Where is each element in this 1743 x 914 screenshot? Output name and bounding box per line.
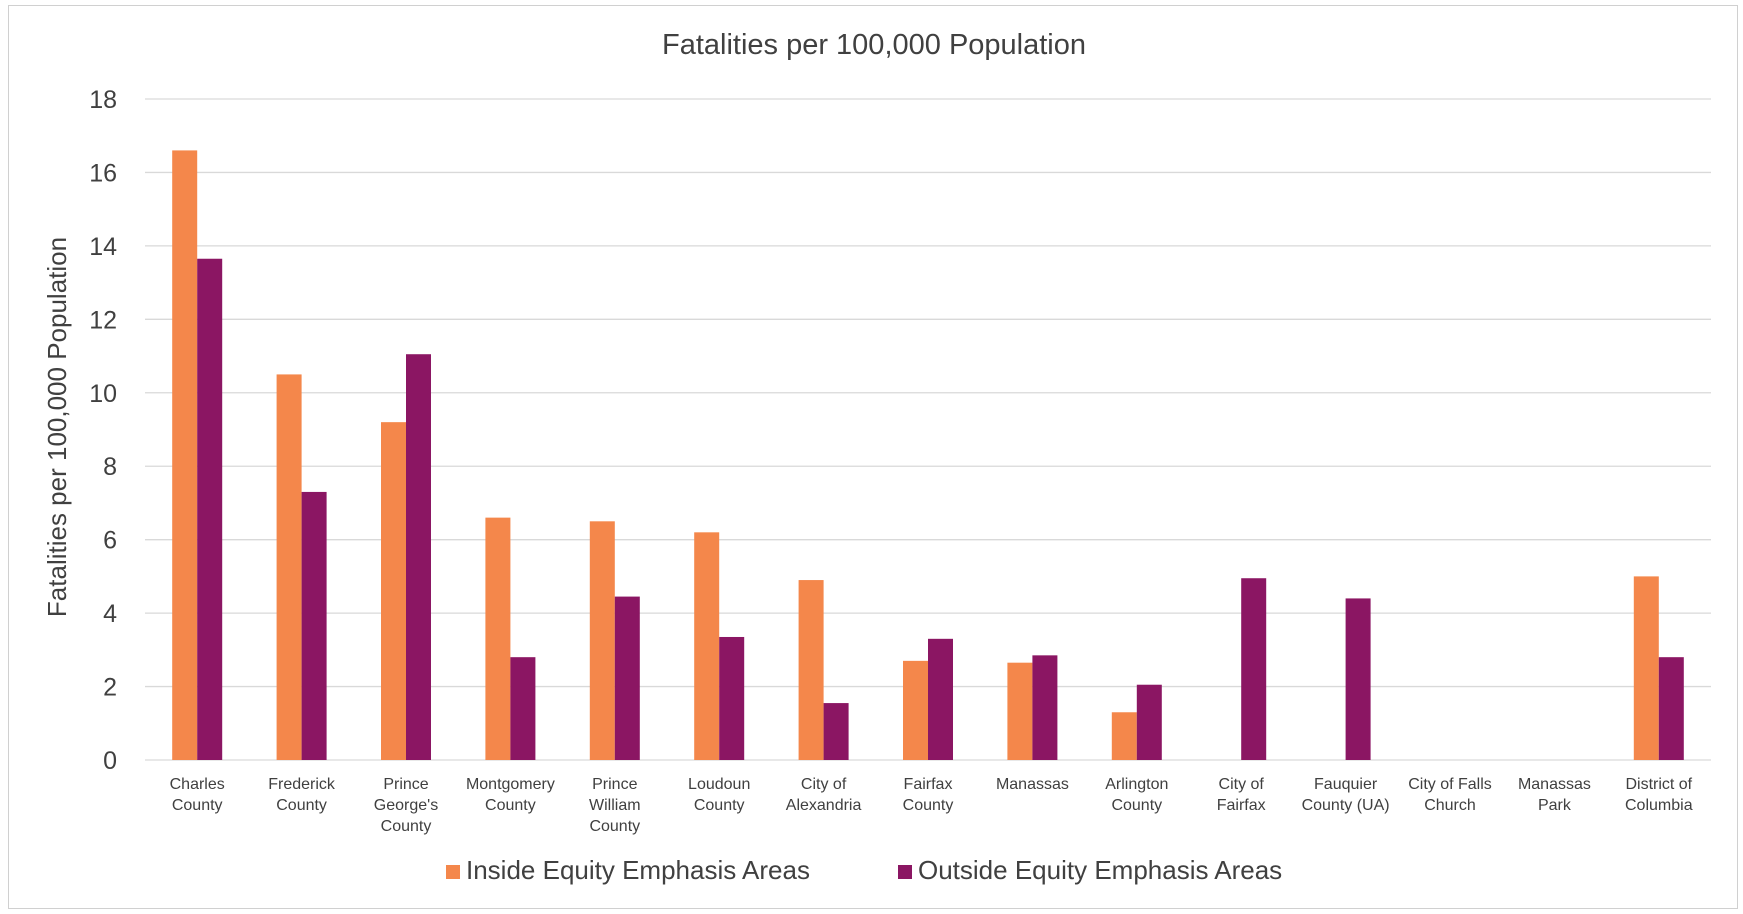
y-tick-label: 12 — [89, 306, 117, 334]
bar — [510, 657, 536, 760]
bar — [614, 596, 640, 760]
bar — [485, 517, 511, 760]
legend-label-outside: Outside Equity Emphasis Areas — [918, 855, 1282, 885]
bar — [928, 638, 953, 760]
x-category-label: Frederick County — [268, 776, 336, 814]
bars — [172, 150, 1684, 760]
x-category-label: District of Columbia — [1625, 776, 1693, 814]
y-tick-label: 4 — [103, 600, 117, 628]
x-category-label: Prince George's County — [374, 776, 438, 835]
chart-title: Fatalities per 100,000 Population — [662, 29, 1086, 61]
y-tick-label: 10 — [89, 380, 117, 408]
y-tick-label: 14 — [89, 233, 117, 261]
x-category-label: Loudoun County — [688, 776, 750, 814]
bar — [1007, 662, 1033, 760]
bar — [1658, 657, 1684, 760]
bar — [406, 354, 431, 760]
bar — [589, 521, 615, 760]
bar — [197, 258, 223, 760]
x-category-label: City of Falls Church — [1408, 776, 1492, 814]
x-category-label: City of Alexandria — [786, 776, 862, 814]
x-category-label: Arlington County — [1105, 776, 1168, 814]
y-tick-label: 0 — [103, 747, 117, 775]
legend: Inside Equity Emphasis Areas Outside Equ… — [446, 855, 1282, 885]
y-tick-label: 6 — [103, 527, 117, 555]
bar — [301, 491, 327, 760]
bar — [1345, 598, 1371, 760]
bar — [1032, 655, 1058, 760]
bar — [1111, 712, 1137, 760]
y-tick-label: 8 — [103, 453, 117, 481]
x-category-label: Manassas — [996, 776, 1069, 793]
legend-swatch-inside — [446, 865, 460, 879]
bar — [1633, 576, 1659, 760]
bar — [1241, 578, 1267, 760]
chart-frame: Fatalities per 100,000 Population Fatali… — [8, 5, 1738, 909]
y-tick-label: 18 — [89, 86, 117, 114]
y-tick-label: 2 — [103, 674, 117, 702]
x-category-label: Fauquier County (UA) — [1302, 776, 1390, 814]
bar — [903, 660, 928, 760]
y-axis-ticks: 0 2 4 6 8 10 12 14 16 18 — [89, 86, 117, 775]
bar — [694, 532, 720, 760]
y-tick-label: 16 — [89, 159, 117, 187]
bar — [276, 374, 302, 760]
bar — [172, 150, 198, 760]
x-category-label: Prince William County — [589, 776, 641, 835]
bar — [823, 703, 849, 760]
x-category-label: Manassas Park — [1518, 776, 1591, 814]
x-axis-categories: Charles County Frederick County Prince George… — [170, 776, 1693, 835]
x-category-label: Charles County — [170, 776, 225, 814]
bar — [1136, 684, 1162, 760]
x-category-label: Fairfax County — [903, 776, 954, 814]
bar — [719, 636, 745, 760]
bar-chart: Fatalities per 100,000 Population Fatali… — [42, 29, 1711, 885]
x-category-label: City of Fairfax — [1217, 776, 1266, 814]
legend-swatch-outside — [898, 865, 912, 879]
bar — [798, 580, 824, 760]
legend-label-inside: Inside Equity Emphasis Areas — [466, 855, 810, 885]
x-category-label: Montgomery County — [466, 776, 555, 814]
bar — [381, 422, 406, 760]
y-axis-label: Fatalities per 100,000 Population — [42, 237, 72, 617]
